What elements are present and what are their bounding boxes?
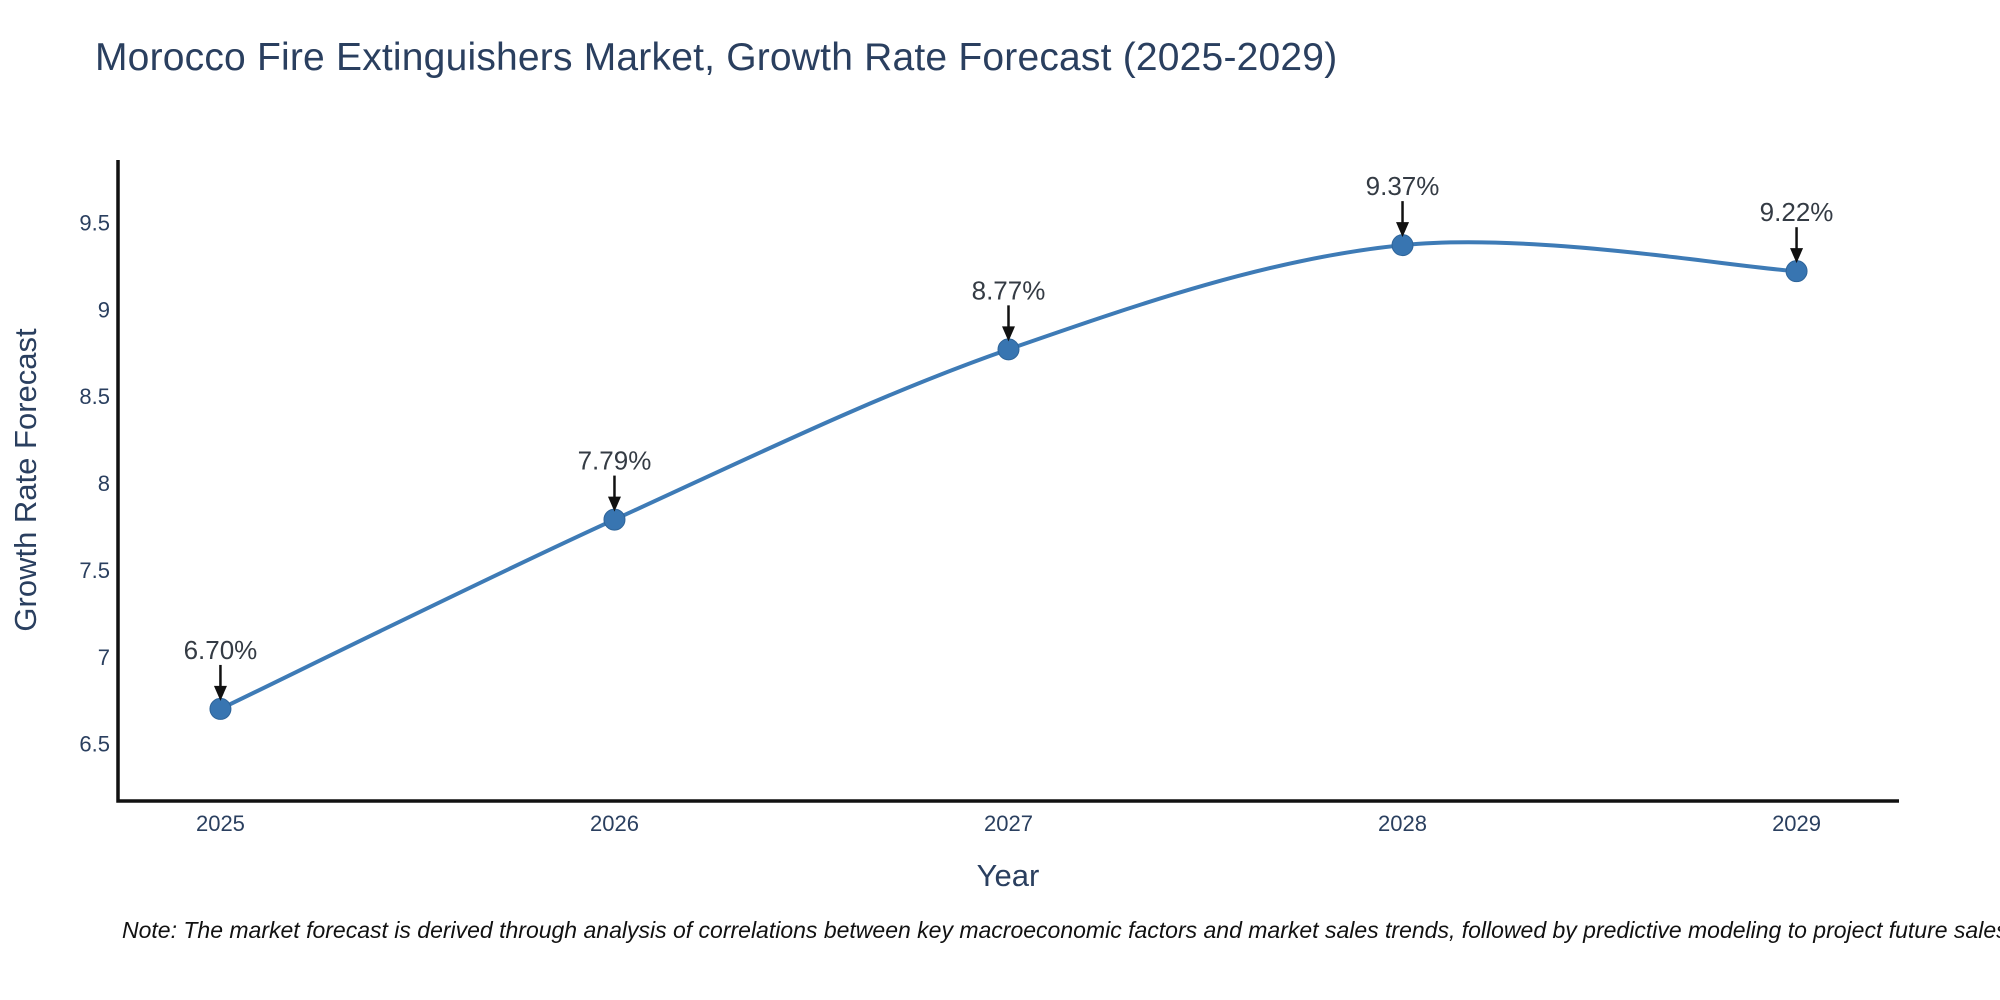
y-tick-label: 9.5 bbox=[79, 211, 110, 236]
point-value-label: 7.79% bbox=[578, 446, 652, 476]
x-tick-label: 2029 bbox=[1772, 811, 1821, 836]
x-tick-label: 2025 bbox=[196, 811, 245, 836]
point-value-label: 9.37% bbox=[1366, 171, 1440, 201]
axis-lines bbox=[116, 160, 1899, 803]
y-tick-label: 7.5 bbox=[79, 558, 110, 583]
chart-title: Morocco Fire Extinguishers Market, Growt… bbox=[95, 36, 1338, 79]
footnote: Note: The market forecast is derived thr… bbox=[122, 917, 2000, 943]
annotation-arrow-head-icon bbox=[1790, 248, 1804, 264]
data-point-2028[interactable] bbox=[1391, 234, 1414, 257]
data-point-2025[interactable] bbox=[209, 697, 232, 720]
point-value-label: 6.70% bbox=[184, 635, 258, 665]
y-tick-label: 8.5 bbox=[79, 384, 110, 409]
y-tick-label: 8 bbox=[98, 471, 110, 496]
y-axis-title: Growth Rate Forecast bbox=[8, 328, 43, 632]
y-tick-label: 9 bbox=[98, 297, 110, 322]
x-axis-title: Year bbox=[976, 858, 1040, 893]
x-tick-label: 2028 bbox=[1378, 811, 1427, 836]
annotation-arrow-head-icon bbox=[213, 685, 227, 701]
data-point-2026[interactable] bbox=[603, 508, 626, 531]
point-value-label: 8.77% bbox=[972, 275, 1046, 305]
point-value-label: 9.22% bbox=[1760, 197, 1834, 227]
data-point-2029[interactable] bbox=[1785, 260, 1808, 283]
annotation-arrow-head-icon bbox=[607, 496, 621, 512]
x-tick-label: 2027 bbox=[984, 811, 1033, 836]
annotation-arrow-head-icon bbox=[1002, 326, 1015, 342]
y-tick-label: 6.5 bbox=[79, 732, 110, 757]
annotation-arrow-head-icon bbox=[1396, 222, 1410, 238]
y-tick-label: 7 bbox=[98, 645, 110, 670]
x-tick-label: 2026 bbox=[590, 811, 639, 836]
data-point-2027[interactable] bbox=[997, 338, 1020, 361]
